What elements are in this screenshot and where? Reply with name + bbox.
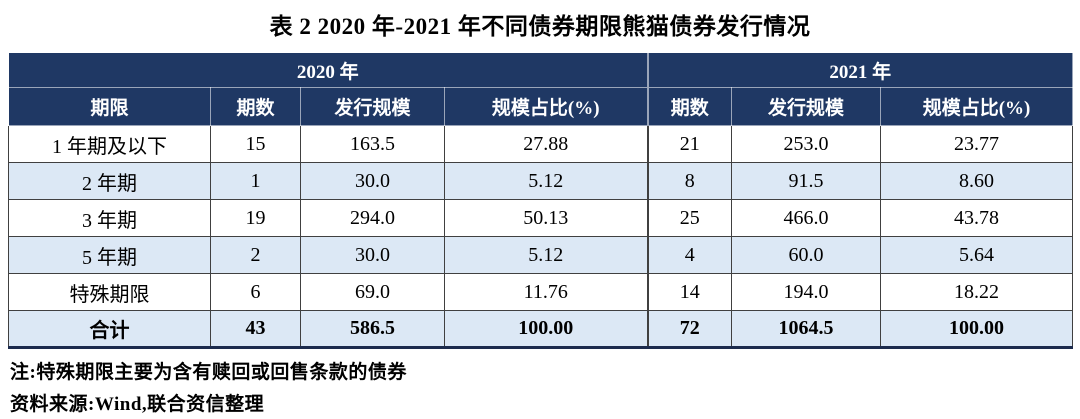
col-header-share-2020: 规模占比(%) xyxy=(443,87,649,126)
footnote-special-term: 注:特殊期限主要为含有赎回或回售条款的债券 xyxy=(10,362,407,383)
cell-term: 1 年期及以下 xyxy=(8,125,211,163)
cell-count-2020: 2 xyxy=(210,236,301,274)
cell-share-2020: 5.12 xyxy=(443,162,649,200)
cell-count-2021: 14 xyxy=(646,273,733,311)
table-row-5y: 5 年期 2 30.0 5.12 4 60.0 5.64 xyxy=(8,236,1074,274)
cell-term: 特殊期限 xyxy=(8,273,211,311)
cell-share-2020: 11.76 xyxy=(443,273,649,311)
col-header-count-2021: 期数 xyxy=(646,87,733,126)
cell-term: 2 年期 xyxy=(8,162,211,200)
table-row-1y: 1 年期及以下 15 163.5 27.88 21 253.0 23.77 xyxy=(8,125,1074,163)
table-title: 表 2 2020 年-2021 年不同债券期限熊猫债券发行情况 xyxy=(269,14,811,39)
cell-scale-2021: 466.0 xyxy=(731,199,882,237)
cell-share-2021: 5.64 xyxy=(880,236,1074,274)
year-header-2021: 2021 年 xyxy=(646,52,1074,88)
cell-scale-2020: 69.0 xyxy=(300,273,445,311)
cell-count-2021: 72 xyxy=(646,310,733,348)
cell-count-2021: 8 xyxy=(646,162,733,200)
table-row-special: 特殊期限 6 69.0 11.76 14 194.0 18.22 xyxy=(8,273,1074,311)
cell-count-2021: 25 xyxy=(646,199,733,237)
cell-term: 3 年期 xyxy=(8,199,211,237)
cell-term-total: 合计 xyxy=(8,310,211,348)
cell-share-2021: 8.60 xyxy=(880,162,1074,200)
year-header-row: 2020 年 2021 年 xyxy=(7,52,1074,88)
table-header: 2020 年 2021 年 期限 期数 发行规模 规模占比(%) 期数 发行规模… xyxy=(7,52,1074,126)
cell-share-2020: 5.12 xyxy=(443,236,649,274)
table-row-3y: 3 年期 19 294.0 50.13 25 466.0 43.78 xyxy=(8,199,1074,237)
cell-share-2020: 27.88 xyxy=(443,125,649,163)
table-row-total: 合计 43 586.5 100.00 72 1064.5 100.00 xyxy=(8,310,1074,348)
cell-count-2020: 1 xyxy=(210,162,301,200)
col-header-scale-2021: 发行规模 xyxy=(731,87,882,126)
cell-share-2020: 50.13 xyxy=(443,199,649,237)
cell-term: 5 年期 xyxy=(8,236,211,274)
cell-scale-2020: 294.0 xyxy=(300,199,445,237)
cell-share-2021: 43.78 xyxy=(880,199,1074,237)
cell-count-2021: 4 xyxy=(646,236,733,274)
year-header-2020: 2020 年 xyxy=(7,52,649,88)
panda-bond-table: 2020 年 2021 年 期限 期数 发行规模 规模占比(%) 期数 发行规模… xyxy=(7,52,1074,349)
table-row-2y: 2 年期 1 30.0 5.12 8 91.5 8.60 xyxy=(8,162,1074,200)
cell-share-2021: 18.22 xyxy=(880,273,1074,311)
cell-scale-2021: 253.0 xyxy=(731,125,882,163)
cell-count-2020: 15 xyxy=(210,125,301,163)
cell-share-2021: 23.77 xyxy=(880,125,1074,163)
cell-scale-2020: 30.0 xyxy=(300,236,445,274)
cell-scale-2020: 163.5 xyxy=(300,125,445,163)
col-header-count-2020: 期数 xyxy=(210,87,301,126)
cell-scale-2021: 60.0 xyxy=(731,236,882,274)
col-header-share-2021: 规模占比(%) xyxy=(880,87,1074,126)
table-body: 1 年期及以下 15 163.5 27.88 21 253.0 23.77 2 … xyxy=(8,125,1074,348)
cell-count-2020: 19 xyxy=(210,199,301,237)
cell-scale-2021: 1064.5 xyxy=(731,310,882,348)
cell-scale-2020: 586.5 xyxy=(300,310,445,348)
cell-scale-2021: 194.0 xyxy=(731,273,882,311)
cell-scale-2020: 30.0 xyxy=(300,162,445,200)
col-header-term: 期限 xyxy=(8,87,211,126)
cell-count-2020: 43 xyxy=(210,310,301,348)
footnote-source: 资料来源:Wind,联合资信整理 xyxy=(10,394,265,415)
cell-scale-2021: 91.5 xyxy=(731,162,882,200)
col-header-scale-2020: 发行规模 xyxy=(300,87,445,126)
cell-share-2021: 100.00 xyxy=(880,310,1074,348)
column-header-row: 期限 期数 发行规模 规模占比(%) 期数 发行规模 规模占比(%) xyxy=(8,87,1074,126)
cell-share-2020: 100.00 xyxy=(443,310,649,348)
cell-count-2021: 21 xyxy=(646,125,733,163)
cell-count-2020: 6 xyxy=(210,273,301,311)
